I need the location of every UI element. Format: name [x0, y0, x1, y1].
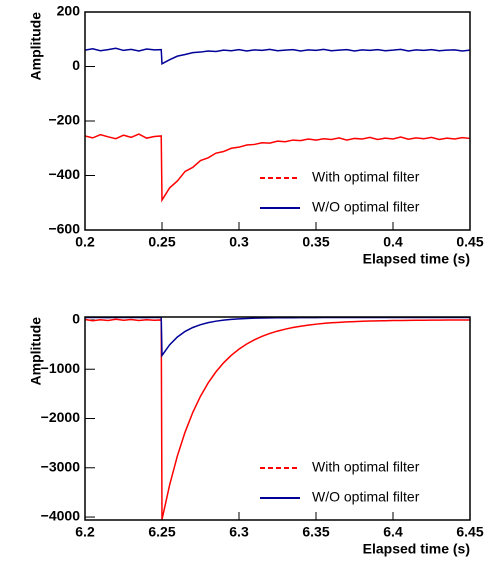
y-tick-label: 0	[72, 311, 80, 327]
x-tick-label: 6.4	[383, 524, 403, 540]
x-tick-label: 0.35	[302, 234, 329, 250]
x-tick-label: 0.4	[383, 234, 403, 250]
x-axis-label: Elapsed time (s)	[363, 251, 470, 267]
y-tick-label: −4000	[41, 508, 81, 524]
y-tick-label: −3000	[41, 458, 81, 474]
x-tick-label: 0.3	[229, 234, 249, 250]
plot-frame	[84, 316, 471, 521]
plot-frame	[84, 11, 471, 231]
series-line	[84, 47, 471, 65]
x-tick-label: 0.25	[148, 234, 175, 250]
x-axis-label: Elapsed time (s)	[363, 541, 470, 557]
y-tick-label: −1000	[41, 360, 81, 376]
x-tick-label: 6.3	[229, 524, 249, 540]
y-tick-label: 0	[72, 57, 80, 73]
legend-label: W/O optimal filter	[312, 199, 420, 215]
series-line	[84, 316, 470, 358]
y-tick-label: −2000	[41, 409, 81, 425]
y-tick-label: 200	[57, 3, 81, 19]
legend-label: With optimal filter	[312, 459, 420, 475]
x-tick-label: 6.45	[456, 524, 483, 540]
legend-label: With optimal filter	[312, 169, 420, 185]
x-tick-label: 6.2	[75, 524, 95, 540]
y-axis-label: Amplitude	[28, 12, 44, 81]
x-tick-label: 6.25	[148, 524, 175, 540]
x-tick-label: 0.2	[75, 234, 95, 250]
y-axis-label: Amplitude	[28, 317, 44, 386]
x-tick-label: 0.45	[456, 234, 483, 250]
y-tick-label: −600	[48, 221, 80, 237]
y-tick-label: −400	[48, 166, 80, 182]
x-tick-label: 6.35	[302, 524, 329, 540]
series-line	[84, 318, 470, 520]
series-line	[84, 133, 471, 203]
legend-label: W/O optimal filter	[312, 489, 420, 505]
y-tick-label: −200	[48, 112, 80, 128]
